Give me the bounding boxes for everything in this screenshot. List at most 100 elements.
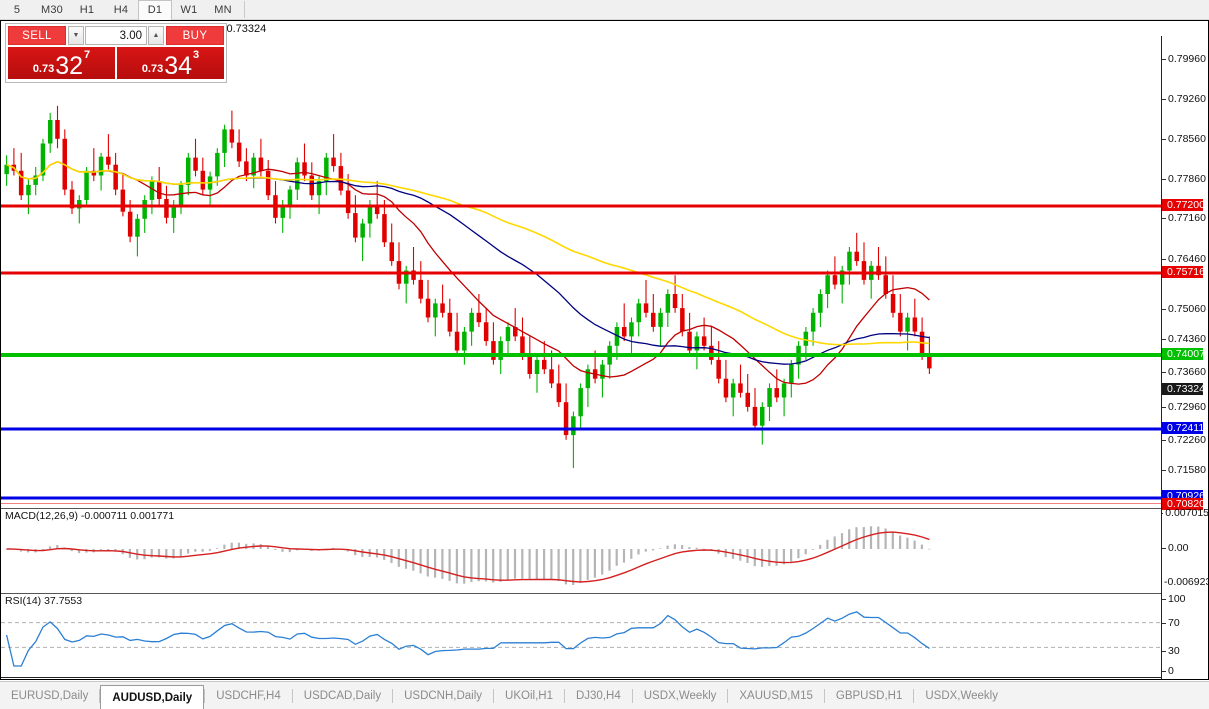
tick-mark bbox=[1162, 338, 1166, 340]
price-tick-label: 0.74360 bbox=[1168, 333, 1206, 345]
macd-label: MACD(12,26,9) -0.000711 0.001771 bbox=[5, 510, 175, 522]
chart-tab-usdcad-daily[interactable]: USDCAD,Daily bbox=[303, 690, 382, 702]
tick-mark bbox=[1162, 406, 1166, 408]
tab-divider bbox=[913, 689, 915, 703]
chart-tab-bar: EURUSD,Daily AUDUSD,Daily USDCHF,H4 USDCAD,… bbox=[0, 681, 1209, 709]
chart-tab-gbpusd-h1[interactable]: GBPUSD,H1 bbox=[835, 690, 903, 702]
price-tick-label: 0.73324 bbox=[1162, 383, 1205, 395]
rsi-plot bbox=[1, 611, 1162, 667]
price-tick-label: 0.72260 bbox=[1168, 434, 1206, 446]
chart-tab-audusd-daily[interactable]: AUDUSD,Daily bbox=[100, 685, 205, 709]
tick-mark bbox=[1162, 217, 1166, 219]
sell-price-fraction: 7 bbox=[84, 49, 91, 61]
buy-price-quote[interactable]: 0.73 34 3 bbox=[117, 47, 224, 79]
one-click-trading-panel[interactable]: SELL ▼ 3.00 ▲ BUY 0.73 32 7 0.73 34 3 bbox=[5, 23, 227, 83]
price-tick-073324: 0.73324 bbox=[1162, 383, 1209, 395]
price-tick-label: 0.70820 bbox=[1162, 498, 1205, 510]
price-scale[interactable]: 0.79960 0.79260 0.78560 0.77860 0.77200 0.771… bbox=[1161, 36, 1209, 679]
candlestick-series bbox=[4, 105, 932, 469]
price-tick-label: 0.73660 bbox=[1168, 366, 1206, 378]
tab-divider bbox=[493, 689, 495, 703]
price-tick-label: 30 bbox=[1168, 645, 1180, 657]
chart-tab-xauusd-m15[interactable]: XAUUSD,M15 bbox=[739, 690, 813, 702]
tab-divider bbox=[291, 689, 293, 703]
tick-mark bbox=[1162, 469, 1166, 471]
ma-slow bbox=[6, 160, 930, 346]
tick-mark bbox=[1162, 670, 1166, 672]
sell-price-prefix: 0.73 bbox=[32, 63, 55, 75]
tick-mark bbox=[1162, 650, 1166, 652]
price-tick-079260: 0.79260 bbox=[1162, 93, 1209, 105]
sell-price-big: 32 bbox=[55, 52, 84, 80]
price-tick-30: 30 bbox=[1162, 645, 1209, 657]
sell-price-quote[interactable]: 0.73 32 7 bbox=[8, 47, 115, 79]
price-tick-000: 0.00 bbox=[1162, 542, 1209, 554]
timeframe-5[interactable]: 5 bbox=[13, 3, 21, 16]
price-tick-label: 0.79260 bbox=[1168, 93, 1206, 105]
macd-pane[interactable]: MACD(12,26,9) -0.000711 0.001771 bbox=[1, 508, 1162, 591]
price-tick-label: 0.76460 bbox=[1168, 253, 1206, 265]
chart-tab-usdcnh-daily[interactable]: USDCNH,Daily bbox=[404, 690, 483, 702]
price-tick-074360: 0.74360 bbox=[1162, 333, 1209, 345]
chart-tab-usdx-weekly[interactable]: USDX,Weekly bbox=[925, 690, 998, 702]
rsi-pane[interactable]: RSI(14) 37.7553 bbox=[1, 593, 1162, 676]
chart-tab-eurusd-daily[interactable]: EURUSD,Daily bbox=[11, 690, 89, 702]
price-tick-label: 0.77160 bbox=[1168, 212, 1206, 224]
price-tick-label: 0.75716 bbox=[1162, 266, 1205, 278]
price-tick-label: 70 bbox=[1168, 617, 1180, 629]
timeframe-h1[interactable]: H1 bbox=[79, 3, 95, 16]
price-tick-0006923: -0.006923 bbox=[1162, 576, 1209, 588]
volume-increase-button[interactable]: ▲ bbox=[148, 26, 164, 45]
tick-mark bbox=[1162, 547, 1166, 549]
tab-divider bbox=[204, 689, 206, 703]
chart-tab-usdx-weekly[interactable]: USDX,Weekly bbox=[643, 690, 717, 702]
price-tick-label: 0.72411 bbox=[1162, 422, 1204, 434]
chart-tab-usdchf-h4[interactable]: USDCHF,H4 bbox=[216, 690, 281, 702]
chart-tab-ukoil-h1[interactable]: UKOil,H1 bbox=[505, 690, 553, 702]
toolbar-divider bbox=[244, 1, 245, 18]
tab-divider bbox=[823, 689, 825, 703]
timeframe-w1[interactable]: W1 bbox=[180, 3, 198, 16]
tick-mark bbox=[1162, 439, 1166, 441]
rsi-line bbox=[5, 611, 930, 667]
price-tick-072960: 0.72960 bbox=[1162, 401, 1209, 413]
price-tick-075060: 0.75060 bbox=[1162, 303, 1209, 315]
chart-window: AUDUSD,Daily 0.73575 0.73701 0.73230 0.7… bbox=[0, 20, 1209, 693]
rsi-label: RSI(14) 37.7553 bbox=[5, 595, 83, 607]
ma-mid bbox=[6, 160, 930, 365]
timeframe-mn[interactable]: MN bbox=[214, 3, 232, 16]
timeframe-h4[interactable]: H4 bbox=[113, 3, 129, 16]
tick-mark bbox=[1162, 371, 1166, 373]
tick-mark bbox=[1162, 258, 1166, 260]
price-tick-077160: 0.77160 bbox=[1162, 212, 1209, 224]
tick-mark bbox=[1162, 598, 1166, 600]
buy-price-fraction: 3 bbox=[193, 49, 200, 61]
volume-decrease-button[interactable]: ▼ bbox=[68, 26, 84, 45]
price-tick-0: 0 bbox=[1162, 665, 1209, 677]
tab-divider bbox=[631, 689, 633, 703]
price-tick-label: 0.71580 bbox=[1168, 464, 1206, 476]
tab-divider bbox=[727, 689, 729, 703]
price-tick-label: 0 bbox=[1168, 665, 1174, 677]
price-tick-label: 0.00 bbox=[1168, 542, 1189, 554]
macd-signal-line bbox=[6, 531, 930, 583]
buy-price-prefix: 0.73 bbox=[141, 63, 164, 75]
sell-button[interactable]: SELL bbox=[8, 26, 66, 45]
timeframe-d1[interactable]: D1 bbox=[138, 0, 172, 20]
price-tick-label: 0.77200 bbox=[1162, 199, 1205, 211]
price-tick-078560: 0.78560 bbox=[1162, 133, 1209, 145]
tick-mark bbox=[1162, 138, 1166, 140]
tick-mark bbox=[1162, 58, 1166, 60]
price-tick-label: 0.77860 bbox=[1168, 173, 1206, 185]
volume-input[interactable]: 3.00 bbox=[85, 26, 147, 45]
price-pane[interactable] bbox=[1, 36, 1162, 504]
price-tick-076460: 0.76460 bbox=[1162, 253, 1209, 265]
timeframe-toolbar: 5 M30 H1 H4 D1 W1 MN bbox=[0, 0, 1209, 20]
price-tick-077860: 0.77860 bbox=[1162, 173, 1209, 185]
tick-mark bbox=[1162, 308, 1166, 310]
timeframe-m30[interactable]: M30 bbox=[41, 3, 63, 16]
price-candles bbox=[1, 105, 1162, 504]
price-tick-100: 100 bbox=[1162, 593, 1209, 605]
chart-tab-dj30-h4[interactable]: DJ30,H4 bbox=[575, 690, 621, 702]
buy-button[interactable]: BUY bbox=[166, 26, 224, 45]
